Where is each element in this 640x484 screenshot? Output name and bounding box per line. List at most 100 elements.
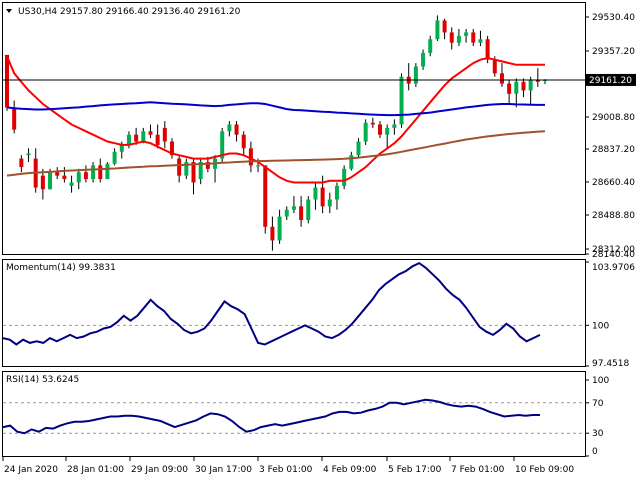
- bear-candle: [499, 73, 504, 84]
- bear-candle: [535, 80, 540, 82]
- x-axis: 24 Jan 2020 28 Jan 01:00 29 Jan 09:00 30 Ja…: [2, 457, 574, 475]
- bull-candle: [528, 80, 533, 91]
- bull-candle: [428, 39, 433, 53]
- y-tick-label: 28488.80: [592, 211, 635, 221]
- y-tick-label: 29008.80: [592, 113, 635, 123]
- x-tick-label: 7 Feb 01:00: [451, 465, 505, 475]
- bull-candle: [478, 39, 483, 43]
- bull-candle: [184, 161, 189, 176]
- bear-candle: [177, 158, 182, 176]
- bear-candle: [299, 206, 304, 220]
- x-tick-label: 3 Feb 01:00: [259, 465, 313, 475]
- bear-candle: [162, 127, 167, 142]
- bear-candle: [191, 161, 196, 183]
- bull-candle: [284, 209, 289, 217]
- main-panel-frame: [2, 2, 586, 255]
- bear-candle: [270, 226, 275, 241]
- bear-candle: [507, 83, 512, 94]
- moving-average-ma_red: [6, 55, 545, 184]
- bull-candle: [91, 165, 96, 180]
- y-tick-label: 28837.20: [592, 145, 635, 155]
- bull-candle: [69, 182, 74, 186]
- bear-candle: [241, 134, 246, 149]
- x-tick-label: 5 Feb 17:00: [388, 465, 442, 475]
- symbol-dropdown-icon[interactable]: [6, 9, 12, 13]
- momentum-panel-frame: [2, 259, 586, 367]
- bear-candle: [40, 175, 45, 190]
- bull-candle: [385, 127, 390, 135]
- bear-candle: [134, 134, 139, 142]
- current-price-tag: [586, 73, 636, 86]
- x-tick-label: 10 Feb 09:00: [515, 465, 574, 475]
- bear-candle: [148, 131, 153, 135]
- bull-candle: [48, 172, 53, 190]
- bull-candle: [112, 151, 117, 164]
- momentum-y-tick-label: 100: [592, 321, 609, 331]
- bull-candle: [26, 153, 31, 156]
- bull-candle: [356, 141, 361, 156]
- x-tick-label: 29 Jan 09:00: [131, 465, 188, 475]
- bull-candle: [105, 163, 110, 180]
- bear-candle: [521, 81, 526, 91]
- bull-candle: [141, 131, 146, 142]
- bear-candle: [471, 32, 476, 43]
- bull-candle: [334, 185, 339, 200]
- bear-candle: [248, 148, 253, 166]
- y-tick-label: 29530.40: [592, 13, 635, 23]
- bear-candle: [485, 39, 490, 60]
- moving-average-ma_blue: [6, 101, 545, 117]
- bear-candle: [492, 59, 497, 74]
- momentum-title: Momentum(14) 99.3831: [6, 263, 116, 273]
- bull-candle: [514, 81, 519, 94]
- bull-candle: [342, 168, 347, 186]
- x-tick-label: 4 Feb 09:00: [323, 465, 377, 475]
- bear-candle: [169, 141, 174, 156]
- bull-candle: [413, 66, 418, 84]
- bull-candle: [306, 199, 311, 220]
- main-panel-content: 29530.4029357.2029185.0029008.8028837.20…: [3, 13, 636, 260]
- momentum-y-tick-label: 103.9706: [592, 263, 635, 273]
- bull-candle: [435, 20, 440, 40]
- momentum-panel-content: 103.9706 100 97.4518: [2, 261, 635, 369]
- y-tick-label: 28660.40: [592, 178, 635, 188]
- bull-candle: [227, 124, 232, 132]
- rsi-line: [2, 398, 540, 435]
- x-tick-label: 24 Jan 2020: [4, 465, 58, 475]
- bull-candle: [363, 122, 368, 142]
- y-tick-label: 28140.40: [592, 250, 635, 260]
- bull-candle: [421, 52, 426, 67]
- bull-candle: [256, 165, 261, 167]
- bull-candle: [313, 187, 318, 200]
- rsi-y-tick-label: 100: [592, 376, 609, 386]
- x-tick-label: 30 Jan 17:00: [195, 465, 252, 475]
- bear-candle: [449, 32, 454, 43]
- y-tick-label: 28312.00: [592, 245, 635, 255]
- bull-candle: [456, 35, 461, 43]
- momentum-y-tick-label: 97.4518: [592, 359, 629, 369]
- bull-candle: [119, 144, 124, 152]
- current-price-label: 29161.20: [589, 76, 632, 86]
- bear-candle: [55, 172, 60, 176]
- x-tick-label: 28 Jan 01:00: [67, 465, 124, 475]
- symbol-header-text: US30,H4 29157.80 29166.40 29136.40 29161…: [18, 7, 241, 17]
- bear-candle: [442, 20, 447, 33]
- bull-candle: [349, 155, 354, 169]
- rsi-title: RSI(14) 53.6245: [6, 375, 79, 385]
- bull-candle: [399, 76, 404, 125]
- moving-average-ma_brown: [6, 130, 546, 177]
- bear-candle: [320, 187, 325, 207]
- bear-candle: [263, 165, 268, 227]
- bear-candle: [155, 134, 160, 145]
- bull-candle: [464, 32, 469, 36]
- bear-candle: [378, 124, 383, 135]
- bear-candle: [205, 161, 210, 169]
- rsi-panel-content: 100 70 30 0: [2, 376, 609, 457]
- bear-candle: [19, 158, 24, 168]
- momentum-line: [2, 261, 541, 346]
- bull-candle: [198, 161, 203, 180]
- rsi-y-tick-label: 30: [592, 429, 604, 439]
- bear-candle: [62, 175, 67, 180]
- rsi-y-tick-label: 0: [592, 447, 598, 457]
